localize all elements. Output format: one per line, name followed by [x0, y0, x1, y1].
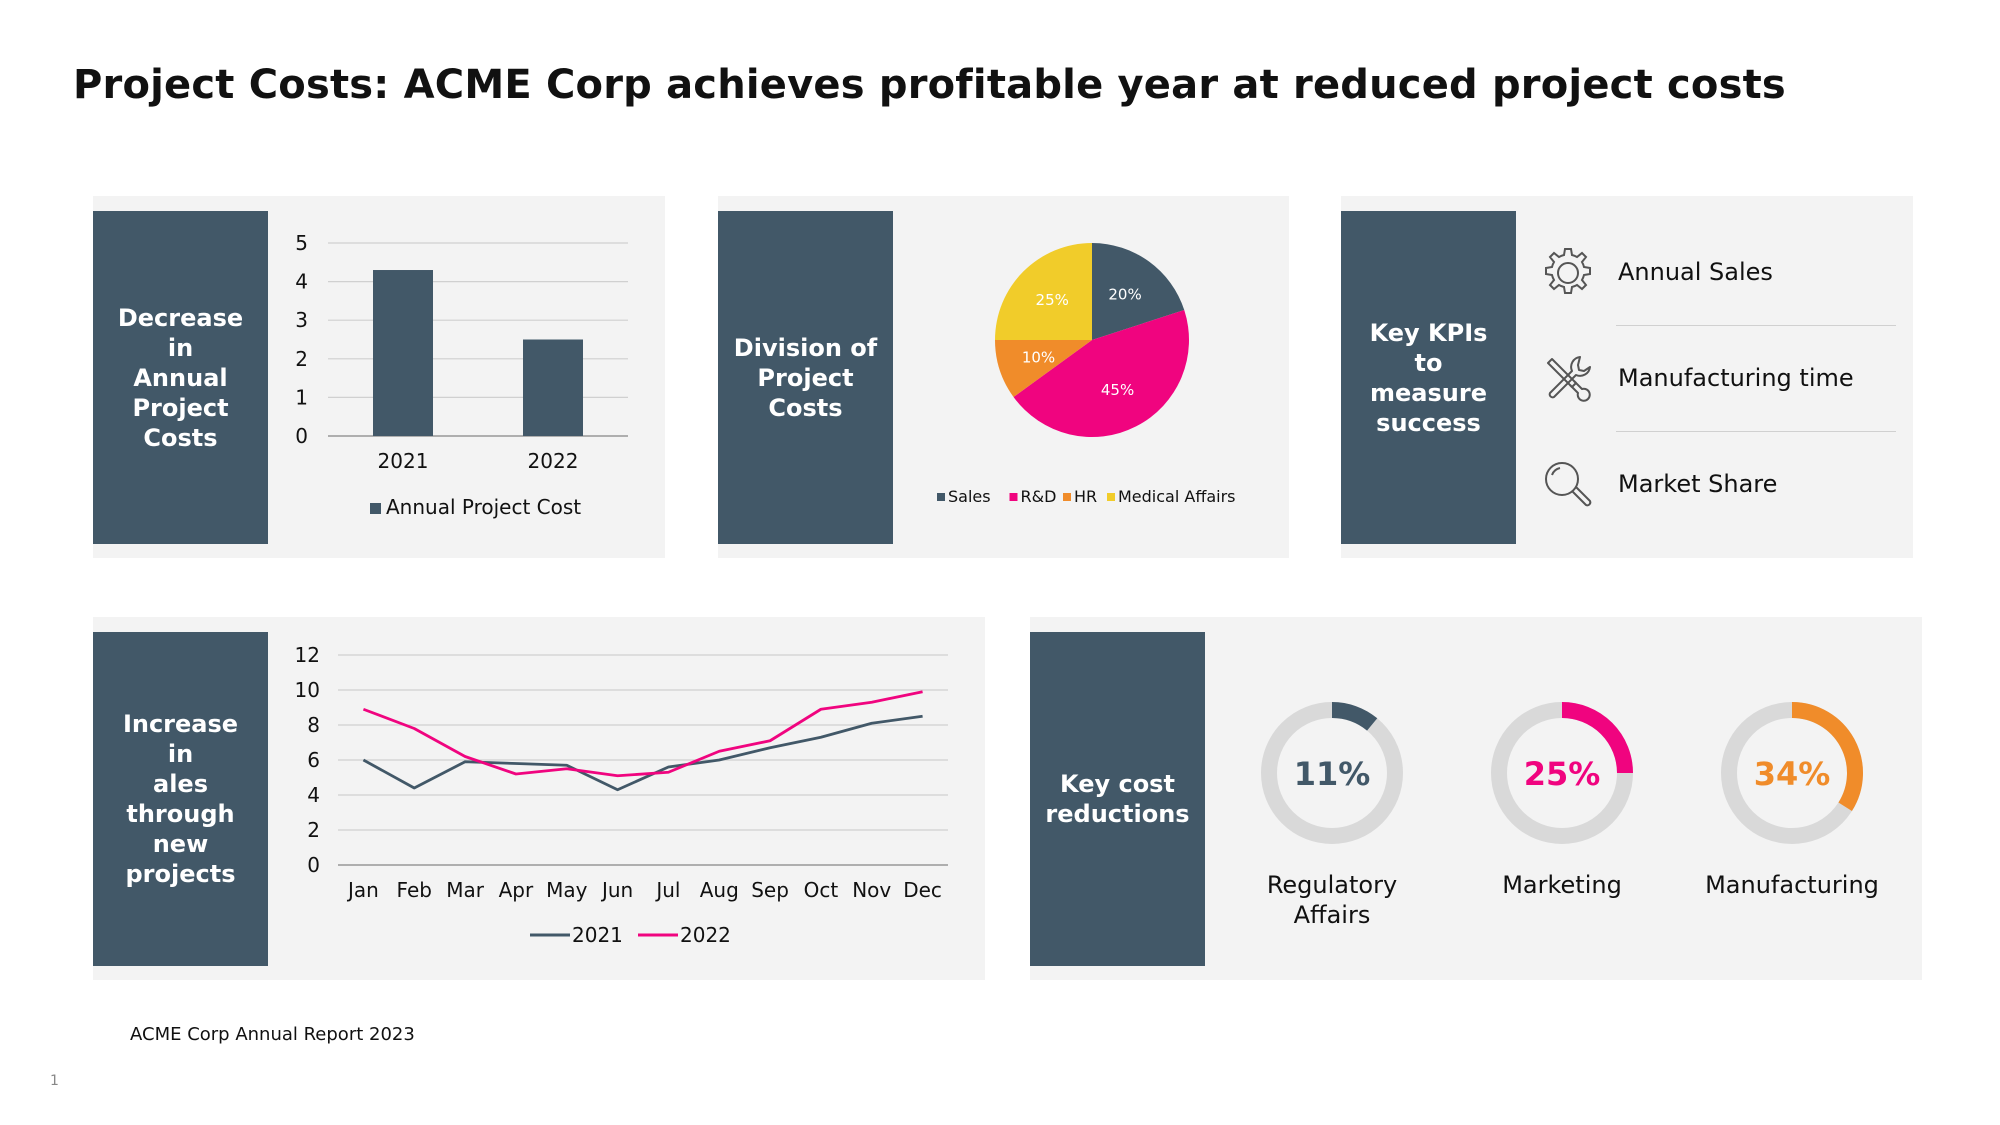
- legend-label: R&D: [1021, 487, 1057, 506]
- footer-text: ACME Corp Annual Report 2023: [130, 1024, 415, 1045]
- reduction-item-regulatory: 11% Regulatory Affairs: [1232, 695, 1432, 935]
- page-title: Project Costs: ACME Corp achieves profit…: [73, 62, 1786, 108]
- kpi-item-manufacturing-time: Manufacturing time: [1540, 348, 1900, 408]
- ring-label: Regulatory Affairs: [1266, 871, 1398, 929]
- y-tick-label: 0: [307, 853, 320, 877]
- y-tick-label: 8: [307, 713, 320, 737]
- legend-swatch: [937, 493, 945, 501]
- reduction-item-marketing: 25% Marketing: [1462, 695, 1662, 935]
- y-tick-label: 10: [295, 678, 320, 702]
- x-tick-label: Feb: [397, 878, 432, 902]
- x-tick-label: Jun: [600, 878, 633, 902]
- ring-chart: 34%: [1721, 702, 1863, 844]
- line-chart: 0 2 4 6 8 10 12 Jan Feb Mar Apr May Jun Jul Aug Sep Oct N…: [295, 643, 948, 947]
- pie-slice-label: 45%: [1101, 381, 1134, 399]
- bar-chart: 0 1 2 3 4 5 2021 2022 Annual Project Cost: [295, 231, 628, 519]
- pie-slice-sales: [1092, 243, 1185, 340]
- x-tick-label: Dec: [903, 878, 942, 902]
- legend-swatch: [1063, 493, 1071, 501]
- y-tick-label: 2: [307, 818, 320, 842]
- ring-chart: 25%: [1491, 702, 1633, 844]
- ring-value: 11%: [1294, 755, 1371, 793]
- page-number: 1: [50, 1073, 59, 1089]
- y-tick-label: 1: [295, 385, 308, 409]
- series-line-2021: [362, 714, 923, 792]
- kpi-divider: [1616, 431, 1896, 432]
- pie-slice-hr: [995, 340, 1092, 398]
- ring-arc: [1791, 702, 1863, 812]
- y-tick-label: 2: [295, 347, 308, 371]
- series-line-2022: [362, 690, 923, 778]
- legend-label: 2022: [680, 923, 731, 947]
- ring-value: 34%: [1754, 755, 1831, 793]
- line-panel-label-text: Increase in ales through new projects: [122, 710, 239, 888]
- pie-panel-label-text: Division of Project Costs: [733, 333, 878, 422]
- y-tick-label: 5: [295, 231, 308, 255]
- y-tick-label: 12: [295, 643, 320, 667]
- kpi-annual-sales-text: Annual Sales: [1618, 258, 1773, 286]
- x-tick-label: Mar: [446, 878, 485, 902]
- x-tick-label: 2021: [378, 449, 429, 473]
- kpi-panel-label-text: Key KPIs to measure success: [1369, 318, 1488, 437]
- magnifier-icon: [1545, 462, 1592, 507]
- kpi-manufacturing-time-text: Manufacturing time: [1618, 364, 1854, 392]
- ring-arc: [1331, 702, 1378, 731]
- legend-swatch: [1009, 493, 1018, 501]
- kpi-item-market-share: Market Share: [1540, 454, 1900, 514]
- x-tick-label: Apr: [499, 878, 534, 902]
- ring-value: 25%: [1524, 755, 1601, 793]
- legend-label: HR: [1074, 487, 1097, 506]
- y-tick-label: 3: [295, 308, 308, 332]
- bar-panel-label: Decrease in Annual Project Costs: [93, 211, 268, 544]
- y-tick-label: 0: [295, 424, 308, 448]
- ring-arc: [1561, 702, 1633, 774]
- ring-chart: 11%: [1261, 702, 1403, 844]
- bar-2022: [523, 339, 583, 436]
- x-tick-label: May: [546, 878, 588, 902]
- y-tick-label: 4: [307, 783, 320, 807]
- reduction-item-manufacturing: 34% Manufacturing: [1692, 695, 1892, 935]
- bar-panel-label-text: Decrease in Annual Project Costs: [117, 303, 244, 452]
- ring-label: Marketing: [1502, 871, 1622, 899]
- x-tick-label: Aug: [700, 878, 739, 902]
- legend-label: Annual Project Cost: [386, 495, 581, 519]
- legend-label: Sales: [948, 487, 991, 506]
- x-tick-label: Oct: [804, 878, 839, 902]
- x-tick-label: Jul: [654, 878, 680, 902]
- x-tick-label: Sep: [751, 878, 789, 902]
- line-panel-label: Increase in ales through new projects: [93, 632, 268, 966]
- kpi-market-share-text: Market Share: [1618, 470, 1778, 498]
- pie-slice-medical-affairs: [995, 243, 1092, 340]
- ring-label: Manufacturing: [1705, 871, 1879, 899]
- x-tick-label: Nov: [852, 878, 891, 902]
- tools-icon: [1547, 356, 1591, 402]
- reductions-panel-label: Key cost reductions: [1030, 632, 1205, 966]
- pie-slice-label: 10%: [1022, 348, 1055, 366]
- legend-label: Medical Affairs: [1118, 487, 1236, 506]
- legend-label: 2021: [572, 923, 623, 947]
- gear-icon: [1545, 248, 1591, 294]
- kpi-item-annual-sales: Annual Sales: [1540, 242, 1900, 302]
- legend-swatch: [370, 503, 381, 514]
- kpi-divider: [1616, 325, 1896, 326]
- bar-2021: [373, 270, 433, 436]
- y-tick-label: 6: [307, 748, 320, 772]
- legend-swatch: [1107, 493, 1115, 501]
- y-tick-label: 4: [295, 270, 308, 294]
- pie-chart: 20% 45% 10% 25% Sales R&D HR Medical Affairs: [937, 243, 1236, 506]
- reductions-panel-label-text: Key cost reductions: [1045, 770, 1190, 828]
- x-tick-label: Jan: [346, 878, 379, 902]
- pie-slice-label: 20%: [1108, 285, 1141, 303]
- kpi-panel-label: Key KPIs to measure success: [1341, 211, 1516, 544]
- pie-panel-label: Division of Project Costs: [718, 211, 893, 544]
- x-tick-label: 2022: [528, 449, 579, 473]
- pie-slice-r-d: [1013, 310, 1189, 437]
- pie-slice-label: 25%: [1036, 291, 1069, 309]
